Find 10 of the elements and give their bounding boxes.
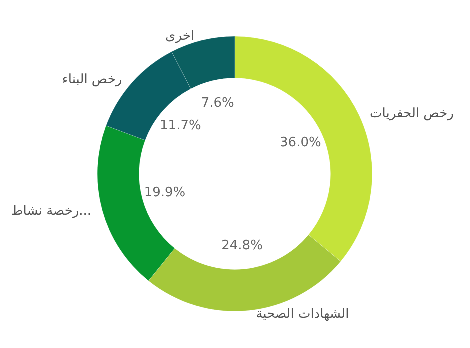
data-label: 19.9% <box>144 186 186 201</box>
data-label: 11.7% <box>160 118 202 134</box>
slice-label: الشهادات الصحية <box>256 307 350 322</box>
data-label: 36.0% <box>280 136 322 151</box>
slice-label: اخرى <box>166 29 195 44</box>
data-label: 7.6% <box>201 96 234 111</box>
slice-label: رخص البناء <box>62 72 122 88</box>
slice-label: رخصة نشاط... <box>11 204 92 219</box>
slice-label: رخص الحفريات <box>370 106 454 122</box>
data-label: 24.8% <box>222 238 263 254</box>
